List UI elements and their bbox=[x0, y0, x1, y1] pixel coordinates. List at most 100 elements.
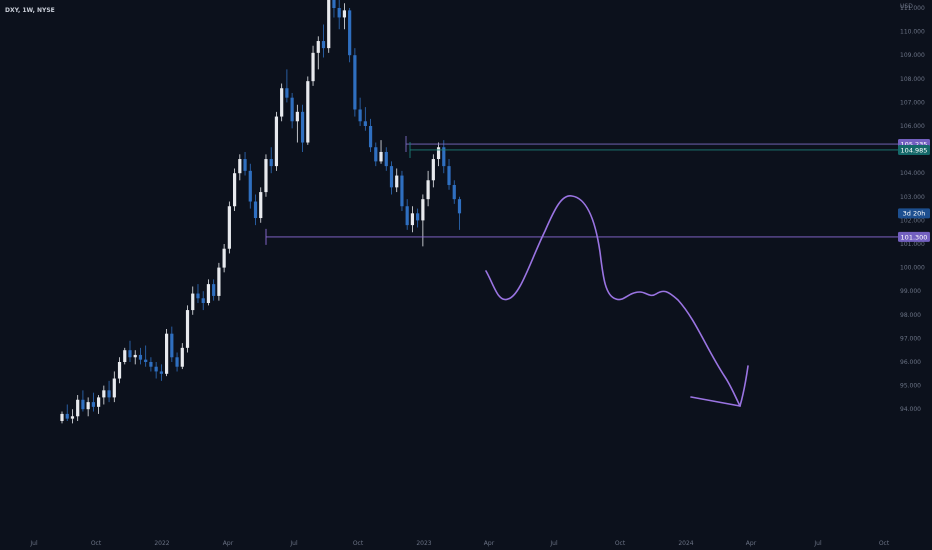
candle bbox=[327, 0, 331, 53]
x-tick-label: Jul bbox=[29, 540, 38, 547]
candle bbox=[206, 279, 211, 306]
candle bbox=[180, 343, 184, 370]
candle bbox=[384, 147, 388, 171]
candle bbox=[91, 392, 95, 412]
candle bbox=[295, 104, 299, 143]
time-axis[interactable]: Jul Oct 2022 Apr Jul Oct 2023 Apr Jul Oct 2024 Apr J… bbox=[29, 540, 889, 547]
y-tick-label: 107.000 bbox=[900, 99, 925, 106]
candle bbox=[426, 170, 430, 207]
y-tick-label: 108.000 bbox=[900, 76, 925, 83]
candle bbox=[97, 395, 101, 414]
x-tick-label: Jul bbox=[289, 540, 298, 547]
projected-path-drawing bbox=[485, 195, 741, 407]
candle bbox=[123, 347, 127, 365]
candle bbox=[264, 154, 268, 197]
candle bbox=[60, 411, 64, 424]
candle bbox=[374, 142, 378, 167]
candle bbox=[138, 347, 143, 365]
y-tick-label: 109.000 bbox=[900, 52, 925, 59]
candle bbox=[368, 118, 373, 152]
candle bbox=[395, 168, 399, 193]
candle bbox=[452, 180, 456, 204]
countdown-badge: 3d 20h bbox=[898, 208, 930, 219]
y-tick-label: 96.000 bbox=[900, 359, 921, 366]
x-tick-label: Apr bbox=[484, 540, 495, 547]
candle bbox=[112, 371, 116, 403]
x-tick-label: Apr bbox=[746, 540, 757, 547]
y-tick-label: 104.000 bbox=[900, 170, 925, 177]
candle bbox=[117, 357, 122, 384]
y-tick-label: 95.000 bbox=[900, 383, 921, 390]
candle bbox=[436, 142, 441, 167]
candle bbox=[238, 154, 242, 181]
y-tick-label: 103.000 bbox=[900, 194, 925, 201]
svg-text:3d 20h: 3d 20h bbox=[903, 210, 926, 218]
candle bbox=[76, 395, 80, 421]
y-tick-label: 97.000 bbox=[900, 335, 921, 342]
candle bbox=[65, 404, 69, 421]
x-tick-label: Oct bbox=[615, 540, 626, 547]
y-tick-label: 111.000 bbox=[900, 5, 925, 12]
candle bbox=[269, 147, 273, 174]
candle bbox=[81, 390, 85, 412]
candle bbox=[337, 0, 341, 30]
candle bbox=[175, 352, 179, 372]
symbol-label: DXY, 1W, NYSE bbox=[5, 7, 55, 14]
candle bbox=[389, 161, 394, 195]
candle bbox=[353, 48, 357, 117]
candle bbox=[185, 305, 190, 353]
candle bbox=[243, 151, 247, 176]
candle bbox=[128, 340, 132, 362]
candle bbox=[227, 201, 231, 254]
level-price-badge: 104.985 bbox=[898, 144, 930, 155]
x-tick-label: Oct bbox=[879, 540, 890, 547]
candle bbox=[442, 140, 446, 174]
x-tick-label: Oct bbox=[91, 540, 102, 547]
candle bbox=[280, 83, 284, 122]
x-tick-label: 2023 bbox=[416, 540, 431, 547]
svg-text:105.235: 105.235 bbox=[901, 140, 928, 148]
candle bbox=[102, 385, 106, 405]
candle bbox=[201, 291, 205, 311]
y-tick-label: 100.000 bbox=[900, 265, 925, 272]
y-tick-label: 106.000 bbox=[900, 123, 925, 130]
y-tick-label: 94.000 bbox=[900, 406, 921, 413]
svg-text:104.985: 104.985 bbox=[901, 146, 928, 154]
candle bbox=[191, 286, 195, 315]
candle bbox=[363, 107, 367, 131]
candle bbox=[358, 97, 362, 126]
candle bbox=[165, 328, 169, 377]
candle bbox=[321, 24, 326, 58]
candle bbox=[133, 350, 137, 365]
candle bbox=[306, 76, 310, 145]
x-tick-label: Oct bbox=[353, 540, 364, 547]
candle bbox=[86, 397, 90, 417]
price-axis[interactable]: USD 111.000 110.000 109.000 108.000 107.000 1… bbox=[900, 3, 925, 413]
x-tick-label: Jul bbox=[549, 540, 558, 547]
candle bbox=[259, 187, 263, 223]
candle bbox=[159, 364, 163, 381]
candle bbox=[342, 3, 347, 30]
y-tick-label: 101.000 bbox=[900, 241, 925, 248]
candle bbox=[170, 326, 174, 362]
candle bbox=[107, 380, 111, 403]
candle bbox=[316, 36, 320, 70]
candle bbox=[70, 409, 75, 424]
x-tick-label: 2022 bbox=[154, 540, 169, 547]
candle bbox=[410, 206, 415, 233]
candle bbox=[253, 194, 258, 226]
candle bbox=[232, 168, 237, 211]
candle bbox=[416, 208, 420, 228]
candle bbox=[405, 199, 409, 230]
candle bbox=[196, 284, 200, 303]
y-tick-label: 110.000 bbox=[900, 29, 925, 36]
candle bbox=[400, 170, 404, 211]
y-tick-label: 99.000 bbox=[900, 288, 921, 295]
candle bbox=[274, 111, 279, 171]
horizontal-levels bbox=[265, 136, 898, 245]
candlestick-series bbox=[60, 0, 462, 424]
x-tick-label: Apr bbox=[223, 540, 234, 547]
